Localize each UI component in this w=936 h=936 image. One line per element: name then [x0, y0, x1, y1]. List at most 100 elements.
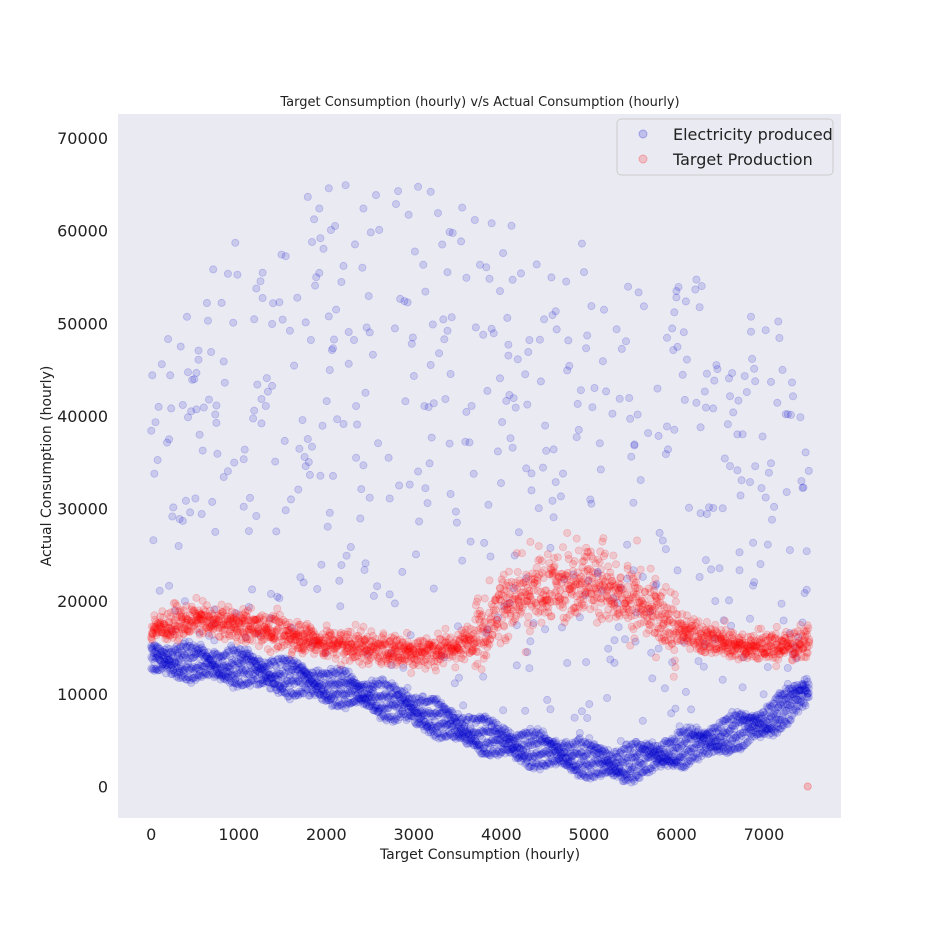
data-point [324, 184, 333, 193]
data-point [303, 668, 312, 677]
data-point [300, 666, 309, 675]
data-point [585, 734, 594, 743]
data-point [248, 585, 257, 594]
data-point [306, 335, 315, 344]
data-point [171, 658, 180, 667]
data-point [304, 674, 313, 683]
data-point [271, 661, 280, 670]
data-point [181, 653, 190, 662]
data-point [339, 419, 348, 428]
data-point [160, 652, 169, 661]
data-point [269, 299, 278, 308]
data-point [169, 666, 178, 675]
data-point [301, 462, 310, 471]
data-point [203, 671, 212, 680]
data-point [307, 675, 316, 684]
data-point [198, 446, 207, 455]
data-point [271, 683, 280, 692]
data-point [159, 652, 168, 661]
data-point [257, 665, 266, 674]
data-point [446, 369, 455, 378]
data-point [211, 527, 220, 536]
data-point [527, 469, 536, 478]
data-point [668, 324, 677, 333]
data-point [344, 327, 353, 336]
data-point [279, 687, 288, 696]
data-point [299, 671, 308, 680]
data-point [287, 624, 296, 633]
data-point [303, 192, 312, 201]
data-point [285, 695, 294, 704]
data-point [248, 657, 257, 666]
data-point [774, 317, 783, 326]
data-point [482, 263, 491, 272]
data-point [182, 663, 191, 672]
data-point [169, 503, 178, 512]
data-point [570, 557, 579, 566]
data-point [215, 665, 224, 674]
data-point [220, 650, 229, 659]
data-point [209, 669, 218, 678]
data-point [718, 504, 727, 513]
data-point [272, 662, 281, 671]
data-point [254, 629, 263, 638]
data-point [174, 542, 183, 551]
data-point [170, 644, 179, 653]
data-point [173, 667, 182, 676]
data-point [508, 275, 517, 284]
data-point [189, 662, 198, 671]
data-point [511, 403, 520, 412]
data-point [221, 673, 230, 682]
data-point [149, 536, 158, 545]
data-point [180, 665, 189, 674]
data-point [342, 551, 351, 560]
data-point [495, 374, 504, 383]
data-point [324, 695, 333, 704]
data-point [263, 387, 272, 396]
data-point [148, 665, 157, 674]
data-point [316, 690, 325, 699]
data-point [314, 669, 323, 678]
data-point [702, 618, 711, 627]
data-point [306, 676, 315, 685]
data-point [177, 671, 186, 680]
data-point [480, 538, 489, 547]
data-point [170, 658, 179, 667]
data-point [572, 433, 581, 442]
data-point [272, 675, 281, 684]
data-point [296, 679, 305, 688]
data-point [312, 684, 321, 693]
data-point [191, 494, 200, 503]
data-point [217, 671, 226, 680]
data-point [199, 652, 208, 661]
data-point [473, 594, 482, 603]
data-point [299, 672, 308, 681]
data-point [182, 675, 191, 684]
data-point [306, 671, 315, 680]
data-point [316, 234, 325, 243]
data-point [200, 654, 209, 663]
data-point [276, 669, 285, 678]
data-point [266, 614, 275, 623]
data-point [165, 655, 174, 664]
data-point [173, 670, 182, 679]
data-point [198, 645, 207, 654]
data-point [206, 656, 215, 665]
data-point [259, 671, 268, 680]
data-point [289, 658, 298, 667]
data-point [359, 204, 368, 213]
data-point [158, 651, 167, 660]
data-point [709, 503, 718, 512]
data-point [175, 654, 184, 663]
data-point [582, 344, 591, 353]
data-point [258, 675, 267, 684]
data-point [284, 692, 293, 701]
data-point [243, 651, 252, 660]
data-point [187, 678, 196, 687]
data-point [521, 370, 530, 379]
data-point [222, 663, 231, 672]
data-point [197, 650, 206, 659]
data-point [460, 655, 469, 664]
data-point [485, 576, 494, 585]
data-point [293, 665, 302, 674]
